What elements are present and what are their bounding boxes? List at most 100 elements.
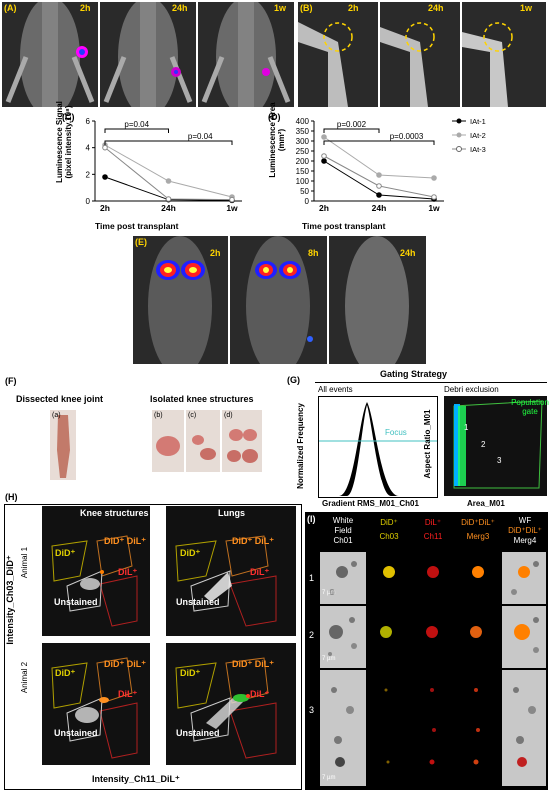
panel-i-r2-did: [368, 606, 410, 668]
panel-b-image-2h: [298, 2, 378, 107]
panel-i-col-header-2: DiD⁺ Ch03: [368, 516, 410, 544]
panel-i-r3-wf: [320, 670, 366, 786]
panel-e-time-1: 2h: [210, 248, 221, 258]
panel-g-right-xlabel: Area_M01: [467, 499, 505, 508]
panel-i-r3-wf-merge: [502, 670, 546, 786]
panel-a-label: (A): [4, 3, 17, 13]
panel-i-col-header-4: DiD⁺DiL⁺ Merg3: [454, 516, 502, 544]
panel-h-unstained-2: Unstained: [176, 597, 220, 607]
panel-i-r3-scale: 7 µm: [322, 775, 336, 781]
panel-i-col-header-5: WF DiD⁺DiL⁺ Merg4: [502, 516, 548, 546]
panel-c-stat-bracket-1: [104, 128, 169, 133]
panel-b-label: (B): [300, 3, 313, 13]
panel-d-ylabel-line2: (mm²): [277, 128, 286, 152]
panel-i-col-3-line-1: DiL⁺: [424, 518, 442, 527]
panel-h-ylabel: Intensity_Ch03_DiD⁺: [5, 555, 15, 645]
panel-i-col-4-line-1: DiD⁺DiL⁺: [461, 518, 495, 527]
panel-c-stat-bracket-2: [104, 140, 233, 145]
panel-c-xlabel: Time post transplant: [95, 221, 179, 231]
panel-e-image-8h: [230, 236, 327, 364]
panel-d-y-tick-label-7: 350: [296, 127, 310, 136]
panel-d-stat-bracket-1: [323, 128, 380, 133]
panel-d-stat-bracket-2: [323, 140, 435, 145]
panel-d-point-3-1: [321, 153, 327, 159]
panel-h-didil-3: DiD⁺ DiL⁺: [104, 659, 146, 669]
panel-i-r1-did: [368, 552, 410, 604]
panel-d-point-1-1: [321, 158, 327, 164]
panel-g-left-xlabel: Gradient RMS_M01_Ch01: [322, 499, 419, 508]
panel-d-point-3-2: [376, 183, 382, 189]
panel-i-col-1-line-1: White: [332, 516, 354, 525]
panel-h-unstained-1: Unstained: [54, 597, 98, 607]
panel-g-right-title: Debri exclusion: [444, 385, 499, 394]
legend-label-3: IAt-3: [470, 145, 486, 154]
panel-i-r2-scale: 7 µm: [322, 656, 336, 662]
panel-g-gate-label: Population gate: [511, 398, 549, 416]
panel-f-sub-d: (d): [224, 412, 233, 419]
panel-g-region-2: 2: [481, 440, 486, 449]
panel-h-unstained-4: Unstained: [176, 728, 220, 738]
panel-e-time-2: 8h: [308, 248, 319, 258]
panel-c-point-3-1: [102, 144, 108, 151]
panel-g-left-title: All events: [318, 385, 353, 394]
panel-d-y-tick-label-1: 50: [300, 187, 309, 196]
panel-h-did-4: DiD⁺: [180, 668, 201, 678]
panel-g-scatter: [444, 396, 547, 496]
panel-c-series-line-2: [104, 144, 233, 198]
panel-i-col-1-line-2: Field: [334, 526, 352, 535]
panel-h-did-1: DiD⁺: [55, 548, 76, 558]
panel-f-sub-c: (c): [188, 412, 197, 419]
panel-g-label: (G): [287, 375, 300, 385]
panel-h-did-3: DiD⁺: [55, 668, 76, 678]
panel-a-time-2: 24h: [172, 3, 188, 13]
panel-i-row-2: 2: [309, 630, 315, 640]
panel-i-r1-wf-merge: [502, 552, 546, 604]
panel-i-r3-merge: [456, 670, 500, 786]
panel-i-r1-wf: [320, 552, 366, 604]
panel-g-histogram: [318, 396, 438, 498]
panel-c-point-3-2: [165, 196, 172, 202]
panel-g-left-ylabel: Normalized Frequency: [296, 403, 305, 489]
panel-d-point-2-2: [376, 172, 382, 178]
panel-i-col-header-3: DiL⁺ Ch11: [412, 516, 454, 544]
panel-d-point-3-3: [431, 194, 437, 200]
panel-i-col-5-line-1: WF: [518, 516, 532, 525]
panel-c-ylabel-line2: (pixel intensity,10⁸): [64, 105, 73, 179]
panel-d-y-tick-label-6: 300: [296, 137, 310, 146]
panel-i-col-2-line-2: Ch03: [379, 532, 399, 541]
panel-b-time-1: 2h: [348, 3, 359, 13]
panel-c-stat-label-2: p=0.04: [188, 132, 213, 141]
panel-c-y-tick-label-0: 0: [86, 197, 91, 206]
panel-g-right-ylabel: Aspect Ratio_M01: [423, 409, 432, 479]
panel-h-dil-4: DiL⁺: [250, 689, 270, 699]
panel-d-point-1-2: [376, 192, 382, 198]
panel-i-r2-wf: [320, 606, 366, 668]
panel-f-sub-a: (a): [52, 412, 61, 419]
panel-c-ylabel: Luminescence Signal (pixel intensity,10⁸…: [55, 76, 73, 208]
legend-marker-3: [456, 146, 462, 152]
panel-b-image-24h: [380, 2, 460, 107]
panel-h-dil-3: DiL⁺: [118, 689, 138, 699]
panel-d-y-tick-label-4: 200: [296, 157, 310, 166]
legend-marker-1: [456, 118, 462, 124]
panel-i-r2-wf-merge: [502, 606, 546, 668]
panel-h-dil-1: DiL⁺: [118, 567, 138, 577]
panel-e-image-2h: [133, 236, 228, 364]
panel-d-y-tick-label-2: 100: [296, 177, 310, 186]
legend-marker-2: [456, 132, 462, 138]
panel-c-y-tick-label-2: 4: [86, 144, 91, 153]
panel-h-didil-4: DiD⁺ DiL⁺: [232, 659, 274, 669]
panel-i-row-3: 3: [309, 705, 315, 715]
panel-i-r3-dil: [412, 670, 454, 786]
panel-g-title: Gating Strategy: [380, 369, 448, 379]
panel-d-y-tick-label-8: 400: [296, 117, 310, 126]
panel-b-image-1w: [462, 2, 546, 107]
panel-f-sub-b: (b): [154, 412, 163, 419]
panel-d-stat-label-1: p=0.002: [337, 120, 367, 129]
panel-c-chart: 0 2 4 6 2h 24h 1w p=0.04 p=0.04: [86, 117, 242, 213]
panel-h-plot-lung-2: [166, 643, 296, 765]
panel-a-image-24h: [100, 2, 196, 107]
panel-g-region-3: 3: [497, 456, 502, 465]
panel-b-time-3: 1w: [520, 3, 533, 13]
panel-i-r2-dil: [412, 606, 454, 668]
